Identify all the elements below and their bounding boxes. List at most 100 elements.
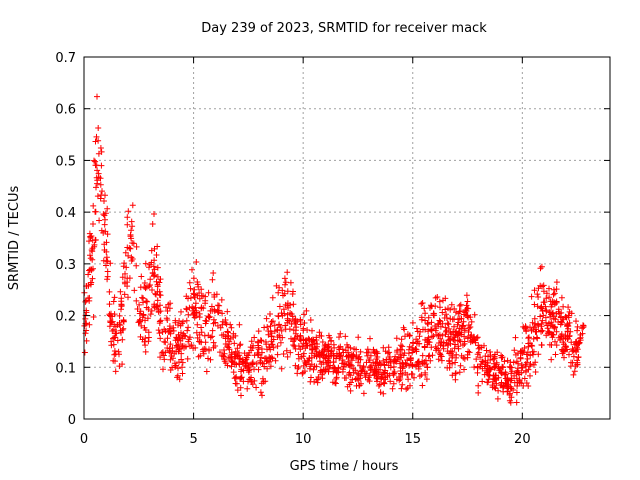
data-point <box>90 221 96 227</box>
data-point <box>142 285 149 292</box>
data-point <box>166 347 173 354</box>
data-point <box>398 385 405 392</box>
data-point <box>238 374 244 381</box>
data-point <box>425 321 431 328</box>
data-point <box>538 341 545 348</box>
data-point <box>237 356 244 363</box>
data-point <box>306 365 313 372</box>
data-point <box>468 318 475 325</box>
data-point <box>110 298 117 305</box>
data-point <box>324 363 331 370</box>
data-point <box>537 265 544 272</box>
data-point <box>310 366 317 373</box>
data-point <box>101 212 108 219</box>
data-point <box>316 358 323 365</box>
data-point <box>131 287 138 294</box>
data-point <box>249 360 256 367</box>
data-point <box>306 336 313 343</box>
data-point <box>423 376 430 383</box>
data-point <box>300 340 307 347</box>
data-point <box>124 244 131 251</box>
data-point <box>355 334 362 341</box>
data-point <box>389 385 396 392</box>
data-point <box>90 202 97 209</box>
data-point <box>109 328 116 334</box>
data-point <box>366 357 373 364</box>
data-point <box>452 341 459 348</box>
data-point <box>355 355 362 362</box>
data-point <box>392 353 399 360</box>
data-point <box>238 374 245 381</box>
data-point <box>287 279 294 286</box>
data-point <box>313 363 320 370</box>
data-point <box>116 321 123 328</box>
data-point <box>397 370 404 377</box>
data-point <box>199 346 206 353</box>
data-point <box>474 351 481 358</box>
data-point <box>492 351 498 358</box>
data-point <box>455 345 462 352</box>
data-point <box>124 214 131 221</box>
data-point <box>383 356 390 363</box>
data-point <box>456 315 463 322</box>
data-point <box>281 290 288 297</box>
data-point <box>391 369 398 375</box>
data-point <box>178 329 184 336</box>
data-point <box>190 290 197 297</box>
data-point <box>451 305 458 312</box>
data-point <box>464 335 471 342</box>
data-point <box>162 328 169 335</box>
data-point <box>539 317 546 324</box>
data-point <box>421 305 428 312</box>
data-point <box>301 311 307 318</box>
data-point <box>311 378 318 385</box>
data-point <box>146 261 153 268</box>
data-point <box>104 205 111 212</box>
data-point <box>299 343 306 350</box>
data-point <box>154 264 161 271</box>
data-point <box>180 318 186 325</box>
data-point <box>419 360 426 367</box>
data-point <box>191 291 198 298</box>
data-point <box>114 337 121 344</box>
data-point <box>298 337 304 344</box>
data-point <box>111 311 118 318</box>
data-point <box>359 367 366 374</box>
data-point <box>194 321 201 328</box>
data-point <box>219 318 226 325</box>
data-point <box>288 321 295 327</box>
data-point <box>465 329 472 335</box>
data-point <box>459 323 466 329</box>
data-point <box>142 327 149 333</box>
data-point <box>237 341 244 348</box>
data-point <box>424 364 431 371</box>
data-point <box>515 369 522 376</box>
data-point <box>187 334 193 341</box>
data-point <box>456 369 463 376</box>
data-point <box>507 364 514 371</box>
x-tick-label: 5 <box>189 432 197 447</box>
data-point <box>137 284 144 291</box>
data-point <box>277 339 284 346</box>
data-point <box>154 273 161 280</box>
y-tick-label: 0.3 <box>55 258 76 273</box>
data-point <box>95 137 102 144</box>
data-point <box>107 318 114 325</box>
data-point <box>443 315 450 321</box>
data-point <box>479 365 486 372</box>
data-point <box>451 323 457 330</box>
data-point <box>507 359 514 366</box>
data-point <box>253 384 260 391</box>
data-point <box>474 364 481 371</box>
data-point <box>429 333 435 340</box>
data-point <box>487 352 494 359</box>
data-point <box>269 341 276 348</box>
data-point <box>531 287 538 294</box>
data-point <box>484 379 491 386</box>
data-point <box>295 364 302 370</box>
data-point <box>449 372 456 379</box>
data-point <box>103 248 110 255</box>
data-point <box>553 342 560 349</box>
data-point <box>214 302 221 309</box>
data-point <box>94 93 100 100</box>
